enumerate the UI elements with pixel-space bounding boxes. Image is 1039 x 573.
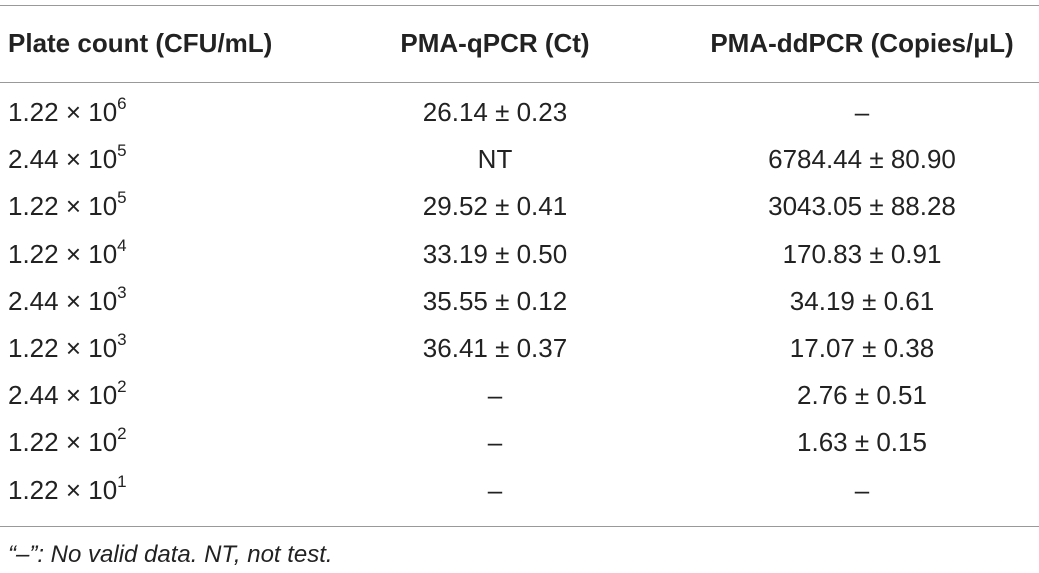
count-base: 1.22 × 10 — [8, 191, 118, 222]
count-base: 2.44 × 10 — [8, 144, 118, 175]
count-exponent: 5 — [117, 188, 127, 208]
count-exponent: 5 — [117, 141, 127, 161]
data-cell: 34.19 ± 0.61 — [789, 285, 935, 316]
plate-count-cell: 1.22 × 103 — [8, 330, 127, 364]
data-cell: 35.55 ± 0.12 — [422, 285, 568, 316]
count-exponent: 3 — [117, 330, 127, 349]
header-cell: PMA-ddPCR (Copies/μL) — [710, 28, 1014, 58]
count-exponent: 6 — [117, 94, 127, 113]
count-base: 1.22 × 10 — [8, 474, 118, 505]
count-exponent: 2 — [117, 377, 127, 397]
data-cell: 33.19 ± 0.50 — [422, 238, 568, 269]
data-cell: 29.52 ± 0.41 — [422, 191, 568, 222]
count-base: 2.44 × 10 — [8, 380, 118, 411]
data-cell: 26.14 ± 0.23 — [422, 97, 568, 127]
data-cell: 1.63 ± 0.15 — [797, 427, 927, 458]
bottom-rule — [0, 526, 1039, 527]
data-cell: 3043.05 ± 88.28 — [768, 191, 956, 222]
plate-count-cell: 1.22 × 102 — [8, 424, 127, 458]
data-cell: 17.07 ± 0.38 — [789, 333, 935, 363]
plate-count-cell: 2.44 × 102 — [8, 377, 127, 411]
count-exponent: 1 — [117, 471, 127, 491]
footnote: “–”: No valid data. NT, not test. — [8, 541, 333, 568]
data-cell: 170.83 ± 0.91 — [782, 238, 942, 269]
data-cell: – — [487, 427, 503, 458]
count-exponent: 4 — [117, 235, 127, 255]
data-cell: 6784.44 ± 80.90 — [768, 144, 956, 175]
data-cell: 36.41 ± 0.37 — [422, 333, 568, 363]
plate-count-cell: 1.22 × 106 — [8, 94, 127, 128]
count-base: 1.22 × 10 — [8, 238, 118, 269]
count-exponent: 2 — [117, 424, 127, 444]
top-rule — [0, 5, 1039, 6]
data-cell: NT — [477, 144, 513, 175]
plate-count-cell: 2.44 × 103 — [8, 282, 127, 317]
header-rule — [0, 82, 1039, 83]
count-base: 1.22 × 10 — [8, 333, 118, 363]
count-base: 2.44 × 10 — [8, 285, 118, 316]
plate-count-cell: 1.22 × 101 — [8, 471, 127, 506]
plate-count-cell: 1.22 × 104 — [8, 235, 127, 270]
data-cell: 2.76 ± 0.51 — [797, 380, 927, 411]
data-cell: – — [854, 97, 870, 127]
count-base: 1.22 × 10 — [8, 427, 118, 458]
header-cell: Plate count (CFU/mL) — [8, 28, 273, 58]
count-base: 1.22 × 10 — [8, 97, 118, 127]
data-cell: – — [854, 474, 870, 505]
plate-count-cell: 1.22 × 105 — [8, 188, 127, 222]
data-cell: – — [487, 380, 503, 411]
count-exponent: 3 — [117, 282, 127, 302]
plate-count-cell: 2.44 × 105 — [8, 141, 127, 175]
data-cell: – — [487, 474, 503, 505]
header-cell: PMA-qPCR (Ct) — [400, 28, 590, 58]
